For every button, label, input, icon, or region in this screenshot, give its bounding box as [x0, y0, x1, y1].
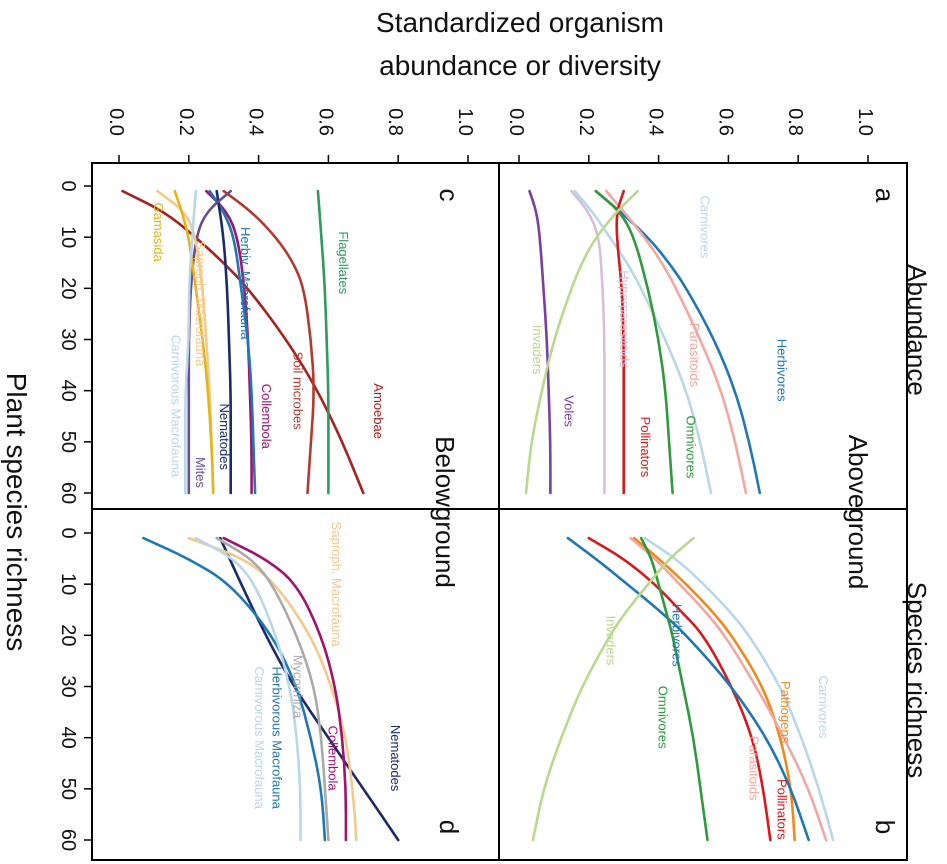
- series-line-omnivores: [639, 536, 709, 842]
- x-tick-label: 40: [57, 380, 79, 402]
- series-label: Parasitoids: [687, 323, 702, 388]
- series-line-herbivores: [566, 536, 810, 842]
- series-label: Parasitoids: [746, 736, 761, 801]
- series-label: Hyperparasitoids: [617, 270, 632, 368]
- x-tick-label: 20: [57, 624, 79, 646]
- y-axis-title-line2: abundance or diversity: [379, 50, 661, 81]
- y-tick-label: 0.4: [645, 108, 667, 136]
- x-tick-label: 10: [57, 226, 79, 248]
- y-tick-label: 0.8: [384, 108, 406, 136]
- series-line-hyperparasitoids: [570, 189, 606, 495]
- y-tick-label: 1.0: [454, 108, 476, 136]
- x-tick-label: 0: [57, 180, 79, 191]
- series-label: Collembola: [325, 726, 340, 792]
- series-label: Voles: [561, 395, 576, 427]
- group-label-belowground: Belowground: [430, 436, 460, 588]
- series-line-carnivores: [643, 536, 835, 842]
- series-line-nematodes: [218, 536, 400, 842]
- x-axis-title: Plant species richness: [1, 373, 32, 652]
- x-tick-label: 40: [57, 727, 79, 749]
- series-label: Herbivorous Macrofauna: [270, 667, 285, 810]
- x-tick-label: 50: [57, 431, 79, 453]
- series-label: Amoebae: [371, 383, 386, 439]
- series-line-nematodes: [215, 189, 232, 495]
- x-tick-label: 30: [57, 328, 79, 350]
- x-tick-label: 60: [57, 482, 79, 504]
- series-line-amoebae: [121, 189, 365, 495]
- series-label: Herbivores: [774, 339, 789, 402]
- group-label-aboveground: Aboveground: [843, 435, 873, 590]
- series-label: Collembola: [259, 384, 274, 450]
- series-line-gamasida: [173, 189, 215, 495]
- series-line-carnivorous-macrofauna: [194, 536, 302, 842]
- series-line-invaders: [524, 189, 639, 495]
- x-tick-label: 50: [57, 778, 79, 800]
- series-line-collembola: [222, 536, 348, 842]
- series-label: Herbiv. Macrofauna: [238, 227, 253, 340]
- series-label: Invaders: [530, 325, 545, 375]
- series-label: Saproph. Macrofauna: [193, 241, 208, 367]
- plot-frame-bottom: [91, 162, 500, 861]
- series-label: Flagellates: [336, 231, 351, 294]
- series-label: Nematodes: [217, 403, 232, 470]
- x-tick-label: 60: [57, 829, 79, 851]
- series-label: Mycorrhiza: [291, 655, 306, 719]
- series-line-saproph-macrofauna: [187, 536, 358, 842]
- series-line-flagellates: [316, 189, 330, 495]
- y-axis-title-line1: Standardized organism: [376, 7, 664, 38]
- series-label: Nematodes: [388, 725, 403, 792]
- series-line-mycorrhiza: [215, 536, 330, 842]
- series-label: Carnivores: [816, 676, 831, 739]
- series-line-invaders: [531, 536, 695, 842]
- x-tick-label: 30: [57, 675, 79, 697]
- y-tick-label: 0.6: [714, 108, 736, 136]
- curves-layer: [121, 189, 835, 842]
- panel-letter: d: [434, 820, 464, 834]
- series-label: Gamasida: [151, 202, 166, 262]
- series-label: Carnivorous Macrofauna: [168, 335, 183, 478]
- series-line-voles: [528, 189, 552, 495]
- panel-letter: b: [870, 820, 900, 834]
- y-tick-label: 0.2: [575, 108, 597, 136]
- x-tick-label: 0: [57, 527, 79, 538]
- y-tick-label: 1.0: [854, 108, 876, 136]
- axes-layer: 0.0 0.2 0.4 0.6 0.8 1.0 0.0 0.2 0.4 0.6 0.8 1.0 0 10 2…: [57, 108, 876, 851]
- series-line-carnivorous-macrofauna: [184, 189, 198, 495]
- series-label: Pollinators: [638, 417, 653, 478]
- series-label: Pathogens: [778, 681, 793, 744]
- y-tick-label: 0.0: [105, 108, 127, 136]
- series-label: Mites: [193, 457, 208, 489]
- series-line-carnivores: [573, 189, 713, 495]
- series-label: Invaders: [603, 616, 618, 666]
- series-label: Herbivores: [670, 604, 685, 667]
- series-line-pollinators: [615, 189, 625, 495]
- labels-layer: a Carnivores Herbivores Parasitoids Hyperpar…: [151, 188, 900, 840]
- series-line-soil-microbes: [222, 189, 315, 495]
- panel-letter: a: [870, 188, 900, 203]
- series-label: Omnivores: [684, 415, 699, 478]
- series-line-pathogens: [632, 536, 796, 842]
- series-line-pollinators: [587, 536, 772, 842]
- series-line-omnivores: [594, 189, 674, 495]
- y-tick-label: 0.6: [314, 108, 336, 136]
- series-line-herbivorous-macrofauna: [142, 536, 327, 842]
- y-tick-label: 0.0: [505, 108, 527, 136]
- series-label: Omnivores: [656, 686, 671, 749]
- series-label: Carnivores: [698, 195, 713, 258]
- panel-letter: c: [434, 189, 464, 202]
- series-label: Carnivorous Macrofauna: [252, 667, 267, 810]
- series-line-mites: [187, 189, 232, 495]
- series-label: Saproph. Macrofauna: [329, 522, 344, 648]
- y-tick-label: 0.4: [245, 108, 267, 136]
- series-label: Pollinators: [774, 779, 789, 840]
- series-label: Soil microbes: [291, 352, 306, 431]
- x-tick-label: 10: [57, 573, 79, 595]
- y-tick-label: 0.2: [175, 108, 197, 136]
- x-tick-label: 20: [57, 277, 79, 299]
- y-tick-label: 0.8: [784, 108, 806, 136]
